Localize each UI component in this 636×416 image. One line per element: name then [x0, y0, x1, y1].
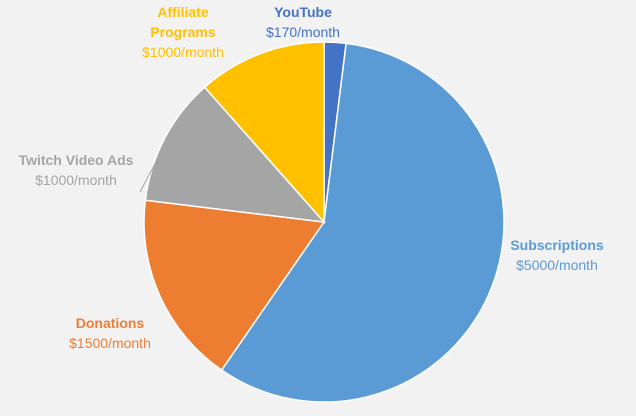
- label-subscriptions-amount: $5000/month: [516, 257, 598, 273]
- label-youtube-amount: $170/month: [266, 24, 340, 40]
- pie-slices: [143, 41, 505, 403]
- label-affiliate: Affiliate Programs $1000/month: [128, 2, 238, 62]
- pie-slice-subscriptions: [220, 42, 505, 403]
- label-subscriptions-name: Subscriptions: [510, 237, 604, 253]
- label-donations: Donations $1500/month: [50, 313, 170, 353]
- label-youtube: YouTube $170/month: [248, 2, 358, 42]
- label-twitch: Twitch Video Ads $1000/month: [6, 150, 146, 190]
- label-donations-amount: $1500/month: [69, 335, 151, 351]
- label-twitch-amount: $1000/month: [35, 172, 117, 188]
- pie-slice-twitch-video-ads: [144, 86, 326, 223]
- label-twitch-name: Twitch Video Ads: [18, 152, 134, 168]
- label-subscriptions: Subscriptions $5000/month: [500, 235, 614, 275]
- label-youtube-name: YouTube: [274, 4, 332, 20]
- label-donations-name: Donations: [75, 315, 145, 331]
- pie-slice-affiliate-programs: [203, 41, 325, 224]
- twitch-leader-line: [139, 157, 159, 193]
- pie-slice-donations: [143, 199, 326, 372]
- label-affiliate-name: Affiliate Programs: [150, 4, 216, 40]
- label-affiliate-amount: $1000/month: [142, 44, 224, 60]
